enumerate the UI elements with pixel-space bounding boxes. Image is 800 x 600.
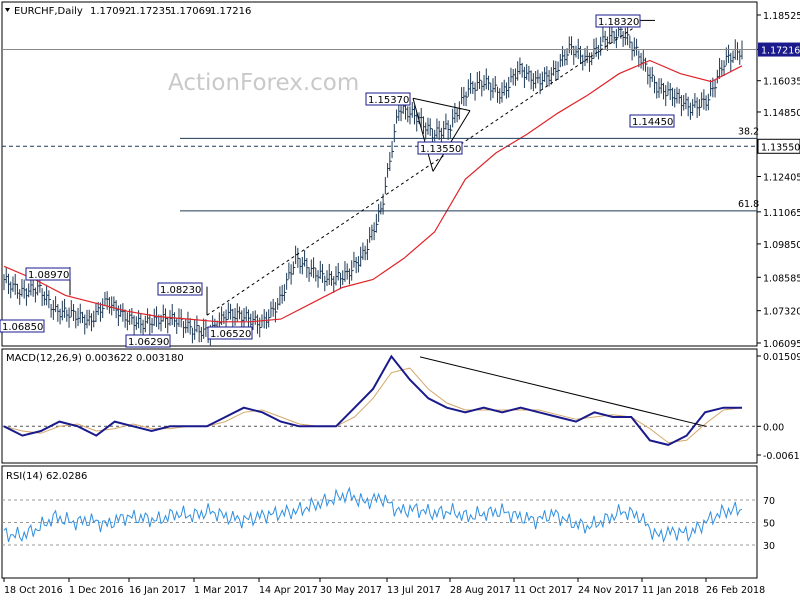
y-tick-label: 1.18525 (763, 11, 800, 22)
price-label-box (157, 282, 203, 296)
macd-signal-line (3, 367, 743, 444)
x-tick-label: 30 May 2017 (320, 585, 382, 596)
price-label-box (365, 92, 411, 106)
y-tick-label: 1.06095 (763, 339, 800, 350)
panel-1 (1, 1, 758, 347)
rsi-y-tick-label: 50 (763, 519, 775, 530)
price-label-box (25, 267, 71, 281)
price-label-box (0, 319, 45, 333)
rsi-title: RSI(14) 62.0286 (6, 471, 87, 482)
macd-line (3, 354, 742, 446)
macd-y-tick-label: 0.015092 (763, 352, 800, 363)
price-label-box (629, 114, 675, 128)
price-label: 1.14450 (632, 117, 673, 128)
ema-line (3, 59, 743, 323)
y-tick-label: 1.14850 (763, 108, 800, 119)
gridlines (2, 425, 757, 546)
macd-y-tick-label: -0.006163 (763, 451, 800, 462)
price-label-box (417, 141, 463, 155)
header-low: 1.17069 (170, 6, 211, 17)
rsi-line (3, 486, 743, 543)
price-label: 1.06850 (2, 322, 43, 333)
header-symbol: EURCHF,Daily (14, 6, 83, 17)
x-ticks: 18 Oct 2016 1 Dec 2016 16 Jan 2017 1 Mar 20… (3, 578, 765, 596)
y-tick-label: 1.07320 (763, 307, 800, 318)
fib-label-38.2: 38.2 (738, 126, 759, 137)
price-label: 1.08970 (28, 270, 69, 281)
x-tick-label: 16 Jan 2017 (129, 585, 186, 596)
overlays: 38.2 61.8 (2, 19, 759, 543)
x-tick-label: 11 Oct 2017 (514, 585, 573, 596)
macd-y-tick-label: 0.00 (763, 422, 784, 433)
triangle-left-line (412, 98, 434, 172)
header: EURCHF,Daily 1.17092 1.17235 1.17069 1.1… (14, 6, 251, 17)
fib-label-61.8: 61.8 (738, 199, 759, 210)
price-label: 1.18320 (598, 17, 639, 28)
x-tick-label: 1 Dec 2016 (69, 585, 124, 596)
macd-trendline (419, 356, 707, 427)
triangle-top-line (412, 97, 471, 112)
rsi-y-tick-label: 70 (763, 496, 775, 507)
ohlc-bars (3, 18, 744, 346)
price-label-box (595, 14, 641, 28)
x-tick-label: 14 Apr 2017 (259, 585, 318, 596)
support-badge (757, 138, 800, 154)
x-tick-label: 1 Mar 2017 (194, 585, 248, 596)
x-tick-label: 28 Aug 2017 (450, 585, 511, 596)
panel-frames (1, 1, 758, 579)
header-close: 1.17216 (210, 6, 251, 17)
current-price-badge (758, 42, 800, 57)
price-label: 1.08230 (160, 285, 201, 296)
dropdown-triangle-icon[interactable] (5, 8, 10, 12)
price-label: 1.06290 (128, 337, 169, 348)
macd-title: MACD(12,26,9) 0.003622 0.003180 (6, 353, 184, 364)
x-tick-label: 18 Oct 2016 (4, 585, 63, 596)
y-tick-label: 1.08585 (763, 273, 800, 284)
price-labels: 1.08970 1.06850 1.08230 1.06290 1.06520 1.153… (0, 14, 675, 348)
x-tick-label: 13 Jul 2017 (387, 585, 441, 596)
header-high: 1.17235 (130, 6, 171, 17)
triangle-bottom-line (432, 110, 471, 172)
price-label: 1.13550 (420, 144, 461, 155)
header-open: 1.17092 (90, 6, 131, 17)
y-tick-label: 1.09850 (763, 240, 800, 251)
y-tick-label: 1.12405 (763, 172, 800, 183)
support-badge-label: 1.13550 (761, 142, 800, 153)
y-tick-label: 1.17216 (761, 46, 800, 57)
price-label: 1.15370 (368, 95, 409, 106)
x-tick-label: 24 Nov 2017 (578, 585, 639, 596)
x-tick-label: 26 Feb 2018 (706, 585, 765, 596)
y-ticks: 1.18525 1.17216 1.16035 1.14850 1.13550 1.124… (757, 11, 800, 552)
x-tick-label: 11 Jan 2018 (642, 585, 699, 596)
price-label-box (125, 334, 171, 348)
rsi-y-tick-label: 30 (763, 541, 775, 552)
price-label-box (207, 326, 253, 340)
panel-2 (1, 348, 758, 464)
watermark: ActionForex.com (168, 70, 359, 96)
y-tick-label: 1.16035 (763, 77, 800, 88)
uptrend-line (206, 23, 641, 316)
price-label: 1.06520 (210, 329, 251, 340)
y-tick-label: 1.11065 (763, 208, 800, 219)
